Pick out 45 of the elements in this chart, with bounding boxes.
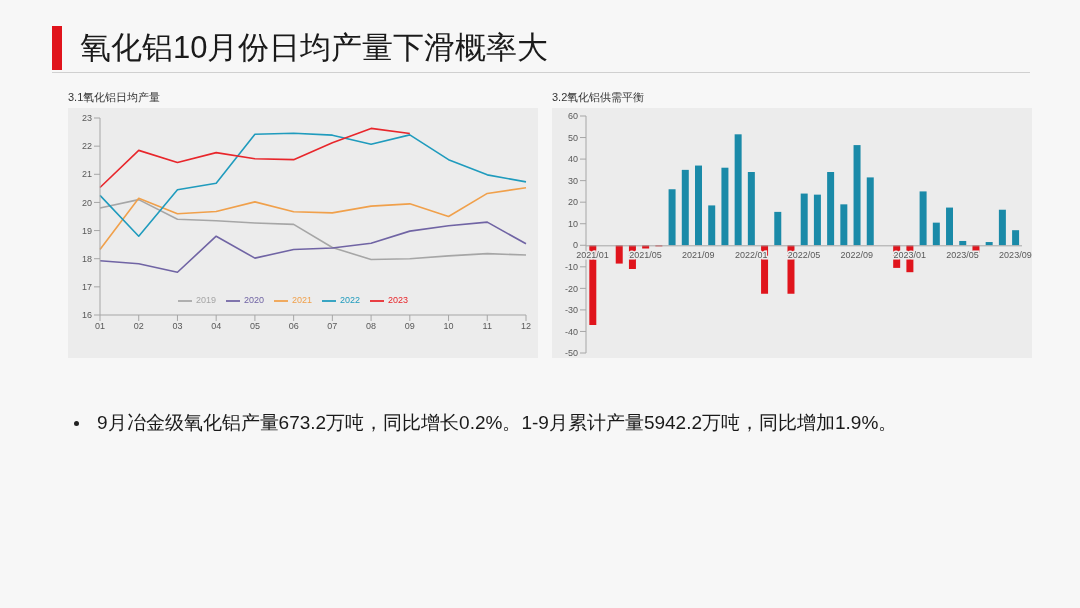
- x-tick-label: 03: [172, 321, 183, 332]
- x-tick-label: 2023/09: [999, 249, 1032, 260]
- y-tick-label: 60: [567, 111, 578, 122]
- y-tick-label: 21: [81, 169, 92, 180]
- x-tick-label: 02: [133, 321, 144, 332]
- x-tick-label: 06: [288, 321, 299, 332]
- y-tick-label: 19: [81, 225, 92, 236]
- x-tick-label: 2023/05: [946, 249, 979, 260]
- y-tick-label: 18: [81, 253, 92, 264]
- y-tick-label: 20: [81, 197, 92, 208]
- y-tick-label: 16: [81, 310, 92, 321]
- y-tick-label: -40: [564, 326, 578, 337]
- y-tick-label: 17: [81, 282, 92, 293]
- y-tick-label: -30: [564, 305, 578, 316]
- legend-label: 2019: [195, 295, 216, 306]
- y-tick-label: 22: [81, 141, 92, 152]
- y-tick-label: 20: [567, 197, 578, 208]
- y-tick-label: -50: [564, 348, 578, 359]
- y-tick-label: 30: [567, 175, 578, 186]
- y-tick-label: 23: [81, 113, 92, 124]
- x-tick-label: 01: [94, 321, 106, 332]
- legend-label: 2021: [291, 295, 313, 306]
- chart-title: 氧化铝10月份日均产量下滑概率大: [80, 29, 549, 67]
- x-tick-label: 09: [404, 321, 415, 332]
- legend-label: 2020: [243, 295, 264, 306]
- x-tick-label: 2021/09: [682, 249, 715, 260]
- y-tick-label: 10: [567, 218, 578, 229]
- x-tick-label: 07: [327, 321, 338, 332]
- y-tick-label: -10: [564, 262, 578, 273]
- x-tick-label: 04: [211, 321, 222, 332]
- x-tick-label: 11: [482, 321, 492, 332]
- x-tick-label: 08: [366, 321, 377, 332]
- y-tick-label: 50: [567, 132, 578, 143]
- y-tick-label: 0: [572, 240, 578, 251]
- x-tick-label: 10: [443, 321, 454, 332]
- legend-label: 2022: [340, 295, 361, 306]
- y-tick-label: -20: [564, 283, 578, 294]
- x-tick-label: 12: [520, 321, 532, 332]
- legend-label: 2023: [388, 295, 409, 306]
- x-tick-label: 05: [249, 321, 260, 332]
- y-tick-label: 40: [567, 154, 578, 165]
- x-tick-label: 2022/09: [840, 249, 874, 260]
- text: 9月冶金级氧化铝产量673.2万吨，同比增长0.2%。1-9月累计产量5942.2万吨，同比增加1.9%。: [97, 411, 898, 435]
- chart-subtitle: 3.1氧化铝日均产量: [68, 90, 162, 105]
- chart-title: 3.2氧化铝供需平衡: [552, 90, 646, 105]
